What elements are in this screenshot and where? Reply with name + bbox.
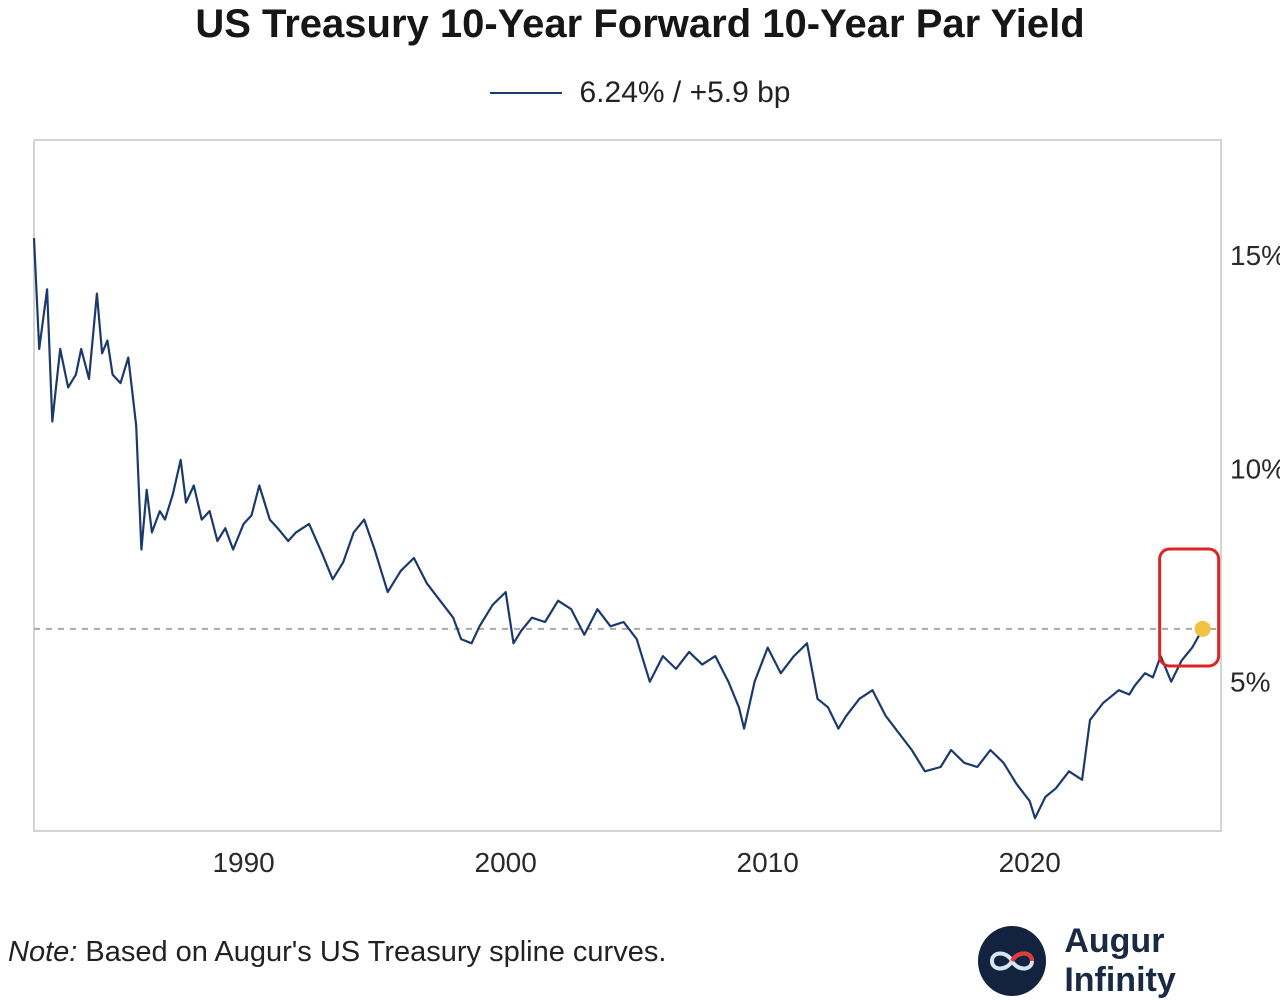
x-tick-label: 2000 [475, 847, 537, 878]
legend-label: 6.24% / +5.9 bp [579, 76, 791, 109]
x-tick-label: 1990 [212, 847, 274, 878]
footnote-text: Based on Augur's US Treasury spline curv… [77, 936, 667, 968]
y-tick-label: 15% [1230, 240, 1280, 271]
brand-name: Augur Infinity [1064, 922, 1176, 999]
footnote: Note: Based on Augur's US Treasury splin… [8, 936, 666, 969]
infinity-icon [978, 926, 1047, 996]
brand: Augur Infinity [978, 922, 1280, 1000]
series-line [32, 238, 1204, 820]
x-tick-label: 2020 [999, 847, 1061, 878]
y-tick-label: 5% [1230, 667, 1270, 698]
highlight-box [1158, 547, 1221, 668]
legend-line-swatch [489, 92, 562, 94]
chart-title: US Treasury 10-Year Forward 10-Year Par … [195, 2, 1085, 46]
y-tick-label: 10% [1230, 453, 1280, 484]
x-tick-label: 2010 [737, 847, 799, 878]
chart-legend: 6.24% / +5.9 bp [0, 76, 1280, 110]
last-value-marker [1194, 620, 1211, 637]
plot-frame [33, 139, 1222, 832]
footnote-prefix: Note: [8, 936, 78, 968]
